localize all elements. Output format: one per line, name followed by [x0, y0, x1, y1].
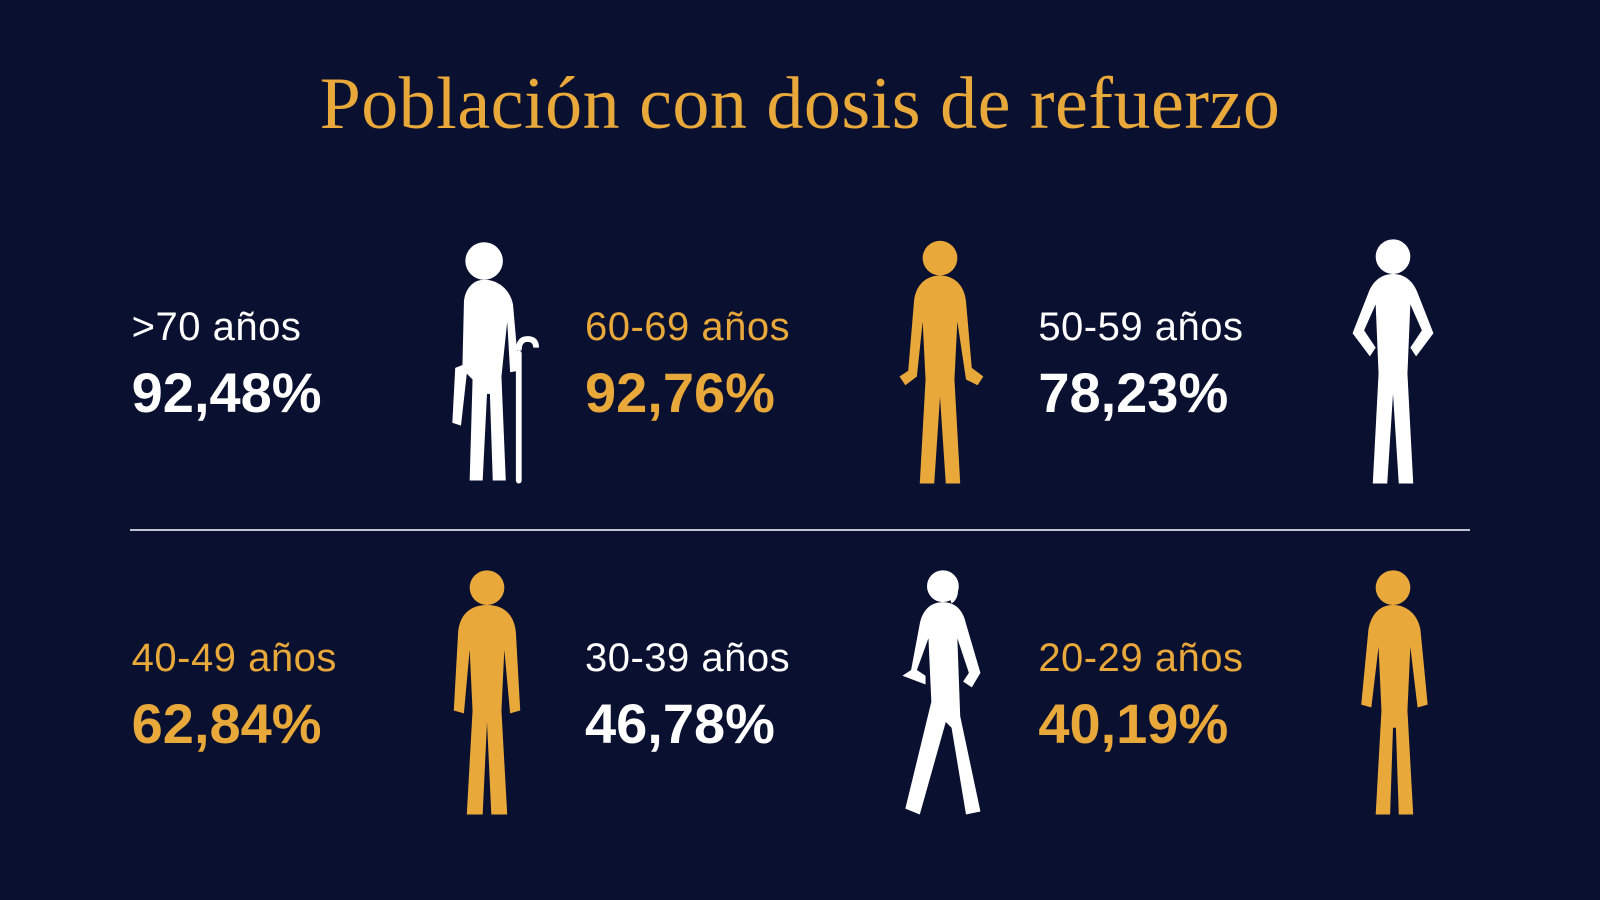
man-standing-icon [865, 235, 1015, 495]
group-60-69: 60-69 años 92,76% [573, 200, 1026, 529]
age-label: >70 años [132, 305, 302, 350]
man-hands-hips-icon [1318, 235, 1468, 495]
group-50-59: 50-59 años 78,23% [1027, 200, 1480, 529]
percent-value: 46,78% [585, 691, 775, 756]
woman-walking-icon [865, 566, 1015, 826]
young-man-icon [1318, 566, 1468, 826]
man-suit-icon [412, 566, 562, 826]
grid-row-bottom: 40-49 años 62,84% 30-39 años 46,78% [120, 531, 1480, 860]
age-label: 60-69 años [585, 305, 790, 350]
percent-value: 62,84% [132, 691, 322, 756]
age-group-grid: >70 años 92,48% 60-69 años 92,76% [120, 200, 1480, 860]
percent-value: 92,48% [132, 360, 322, 425]
infographic-title: Población con dosis de refuerzo [0, 0, 1600, 147]
age-label: 20-29 años [1038, 636, 1243, 681]
age-label: 30-39 años [585, 636, 790, 681]
group-30-39: 30-39 años 46,78% [573, 531, 1026, 860]
grid-row-top: >70 años 92,48% 60-69 años 92,76% [120, 200, 1480, 529]
percent-value: 92,76% [585, 360, 775, 425]
age-label: 40-49 años [132, 636, 337, 681]
percent-value: 40,19% [1038, 691, 1228, 756]
group-20-29: 20-29 años 40,19% [1027, 531, 1480, 860]
elderly-cane-icon [412, 235, 562, 495]
age-label: 50-59 años [1038, 305, 1243, 350]
group-70-plus: >70 años 92,48% [120, 200, 573, 529]
group-40-49: 40-49 años 62,84% [120, 531, 573, 860]
percent-value: 78,23% [1038, 360, 1228, 425]
